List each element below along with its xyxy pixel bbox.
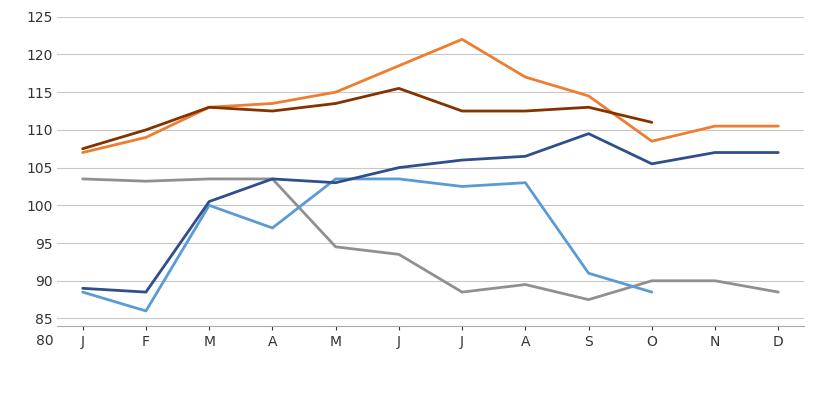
2021 bbox=[141, 308, 151, 314]
2020 bbox=[772, 290, 782, 295]
2023 bbox=[709, 124, 719, 129]
2021 bbox=[78, 290, 88, 295]
Line: 2022: 2022 bbox=[83, 134, 777, 292]
2024 bbox=[267, 109, 277, 114]
2023 bbox=[267, 101, 277, 106]
2023 bbox=[330, 89, 340, 94]
2022 bbox=[457, 158, 467, 163]
2020 bbox=[204, 176, 214, 181]
2023 bbox=[204, 105, 214, 110]
2023 bbox=[646, 139, 656, 144]
2020 bbox=[330, 244, 340, 249]
2021 bbox=[267, 225, 277, 230]
2023 bbox=[393, 63, 403, 68]
Line: 2024: 2024 bbox=[83, 88, 651, 149]
2022 bbox=[583, 131, 593, 136]
Line: 2020: 2020 bbox=[83, 179, 777, 300]
2022 bbox=[78, 286, 88, 291]
2024 bbox=[457, 109, 467, 114]
2022 bbox=[709, 150, 719, 155]
2024 bbox=[646, 120, 656, 125]
2020 bbox=[267, 176, 277, 181]
Text: 80: 80 bbox=[36, 334, 53, 348]
Line: 2021: 2021 bbox=[83, 179, 651, 311]
2023 bbox=[520, 74, 530, 79]
2023 bbox=[457, 37, 467, 42]
2020 bbox=[520, 282, 530, 287]
2021 bbox=[457, 184, 467, 189]
2022 bbox=[330, 180, 340, 185]
2024 bbox=[78, 146, 88, 151]
2024 bbox=[141, 127, 151, 133]
2022 bbox=[141, 290, 151, 295]
2020 bbox=[393, 252, 403, 257]
2022 bbox=[646, 161, 656, 166]
2024 bbox=[393, 86, 403, 91]
2023 bbox=[583, 94, 593, 99]
2020 bbox=[583, 297, 593, 302]
2022 bbox=[393, 165, 403, 170]
2021 bbox=[520, 180, 530, 185]
2024 bbox=[330, 101, 340, 106]
2020 bbox=[709, 278, 719, 283]
2024 bbox=[583, 105, 593, 110]
2021 bbox=[646, 290, 656, 295]
2023 bbox=[772, 124, 782, 129]
2023 bbox=[141, 135, 151, 140]
2024 bbox=[520, 109, 530, 114]
2022 bbox=[772, 150, 782, 155]
2021 bbox=[204, 203, 214, 208]
2023 bbox=[78, 150, 88, 155]
2021 bbox=[393, 176, 403, 181]
2021 bbox=[583, 271, 593, 276]
2020 bbox=[646, 278, 656, 283]
2021 bbox=[330, 176, 340, 181]
2024 bbox=[204, 105, 214, 110]
2022 bbox=[267, 176, 277, 181]
2020 bbox=[457, 290, 467, 295]
2020 bbox=[78, 176, 88, 181]
2020 bbox=[141, 178, 151, 184]
2022 bbox=[520, 154, 530, 159]
Line: 2023: 2023 bbox=[83, 39, 777, 153]
2022 bbox=[204, 199, 214, 204]
